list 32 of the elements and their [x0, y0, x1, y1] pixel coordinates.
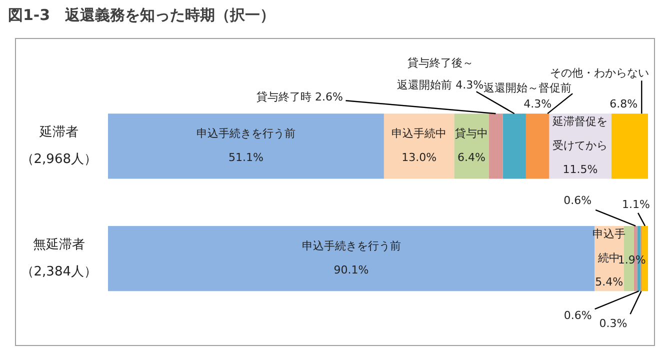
data-label: 1.1% [622, 198, 650, 211]
data-label: 0.6% [564, 308, 592, 322]
chart-title: 図1-3 返還義務を知った時期（択一） [8, 6, 276, 25]
bar [526, 114, 550, 179]
data-label: 6.8% [610, 97, 638, 110]
series-label: 貸与中 [454, 127, 488, 140]
bar [488, 114, 503, 179]
data-label: 6.4% [457, 151, 486, 164]
y-tick-label: 延滞者（2,968人） [20, 124, 97, 168]
data-label: 4.3% [524, 97, 552, 110]
data-label: 5.4% [595, 275, 624, 288]
text: 申込手続きを行う前 [302, 239, 401, 252]
bar [454, 114, 489, 179]
bar [108, 226, 595, 292]
data-label: 51.1% [228, 151, 264, 164]
data-label: 0.6% [564, 194, 592, 207]
data-label: 11.5% [562, 163, 598, 176]
bar [384, 114, 454, 179]
bar [611, 114, 648, 179]
data-label: 90.1% [334, 263, 369, 276]
text: 貸与終了後～返還開始前 4.3% [397, 56, 484, 92]
text: 申込手続中 [392, 127, 447, 140]
bar [108, 114, 384, 179]
text: その他・わからない [550, 66, 650, 80]
text: 貸与終了時 2.6% [256, 90, 343, 104]
series-label: 延滞督促を受けてから [552, 115, 608, 152]
text: 返還開始～督促前 [484, 81, 572, 94]
bar [502, 114, 526, 179]
y-tick-label: 無延滞者（2,384人） [20, 237, 97, 280]
data-label: 0.3% [599, 316, 628, 330]
series-label: 申込手続きを行う前 [196, 127, 296, 140]
data-label: 13.0% [402, 151, 437, 164]
